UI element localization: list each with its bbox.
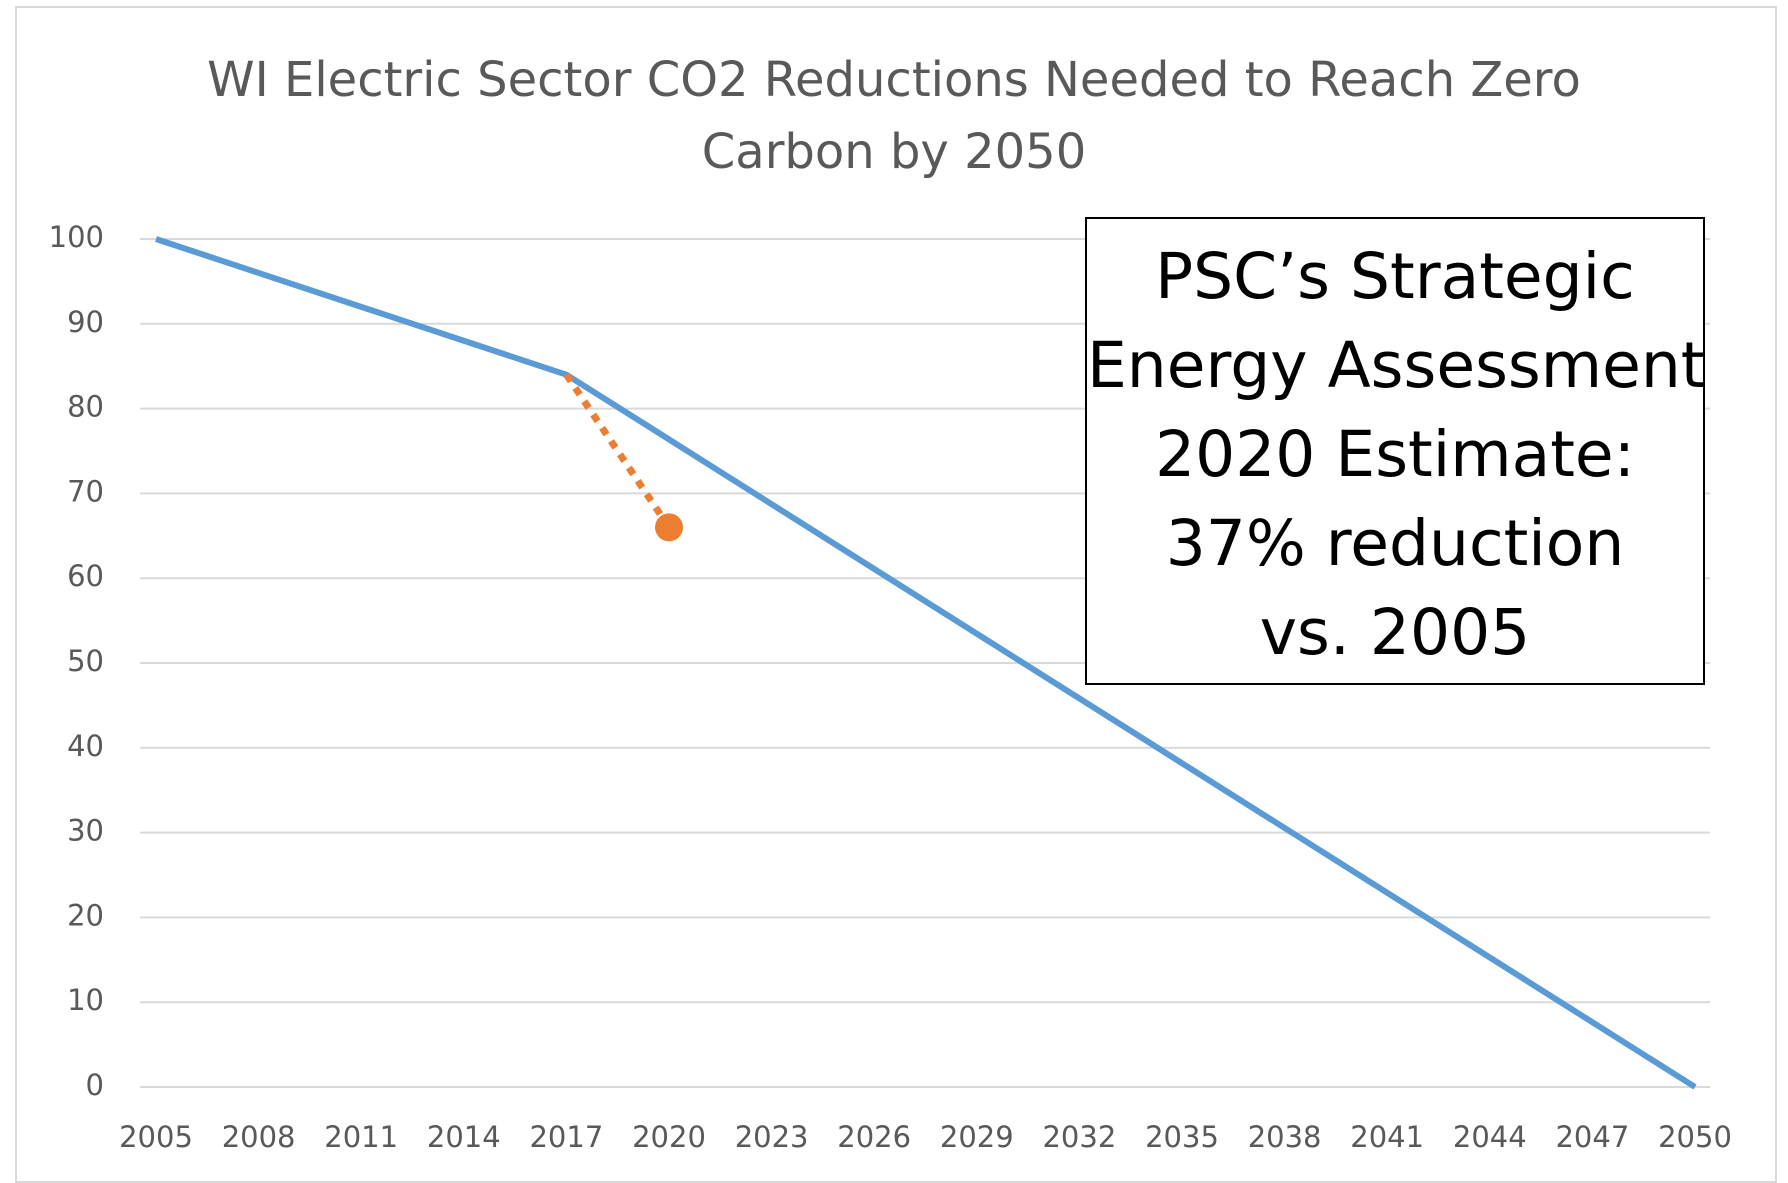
- chart-title: WI Electric Sector CO2 Reductions Needed…: [207, 52, 1581, 180]
- x-tick-label: 2041: [1350, 1120, 1424, 1154]
- annotation-line: 37% reduction: [1165, 507, 1625, 580]
- x-tick-label: 2020: [632, 1120, 706, 1154]
- annotation-box: PSC’s Strategic Energy Assessment 2020 Est…: [1085, 217, 1706, 685]
- x-tick-label: 2023: [735, 1120, 809, 1154]
- y-tick-label: 40: [67, 729, 104, 763]
- annotation-line: 2020 Estimate:: [1155, 418, 1635, 491]
- y-tick-label: 80: [67, 390, 104, 424]
- y-tick-label: 70: [67, 474, 104, 508]
- series-line: [563, 372, 672, 530]
- x-tick-label: 2029: [940, 1120, 1014, 1154]
- frame: [15, 6, 1777, 1183]
- x-tick-label: 2038: [1248, 1120, 1322, 1154]
- annotation-line: PSC’s Strategic: [1155, 240, 1635, 313]
- x-tick-label: 2008: [222, 1120, 296, 1154]
- x-tick-label: 2050: [1658, 1120, 1732, 1154]
- x-tick-label: 2032: [1042, 1120, 1116, 1154]
- x-tick-label: 2017: [529, 1120, 603, 1154]
- series-marker: [655, 513, 683, 542]
- y-tick-label: 0: [86, 1068, 104, 1102]
- x-tick-label: 2005: [119, 1120, 193, 1154]
- x-tick-label: 2011: [324, 1120, 398, 1154]
- y-tick-label: 50: [67, 644, 104, 678]
- y-tick-label: 30: [67, 814, 104, 848]
- y-tick-label: 90: [67, 305, 104, 339]
- y-tick-label: 20: [67, 898, 104, 932]
- x-tick-label: 2044: [1453, 1120, 1527, 1154]
- series-line: [155, 236, 1697, 1090]
- x-tick-label: 2026: [837, 1120, 911, 1154]
- x-tick-label: 2035: [1145, 1120, 1219, 1154]
- x-tick-label: 2014: [427, 1120, 501, 1154]
- y-tick-label: 10: [67, 983, 104, 1017]
- x-tick-label: 2047: [1555, 1120, 1629, 1154]
- annotation-line: Energy Assessment: [1087, 329, 1706, 402]
- y-tick-label: 60: [67, 559, 104, 593]
- y-tick-label: 100: [49, 220, 104, 254]
- annotation-line: vs. 2005: [1259, 596, 1531, 669]
